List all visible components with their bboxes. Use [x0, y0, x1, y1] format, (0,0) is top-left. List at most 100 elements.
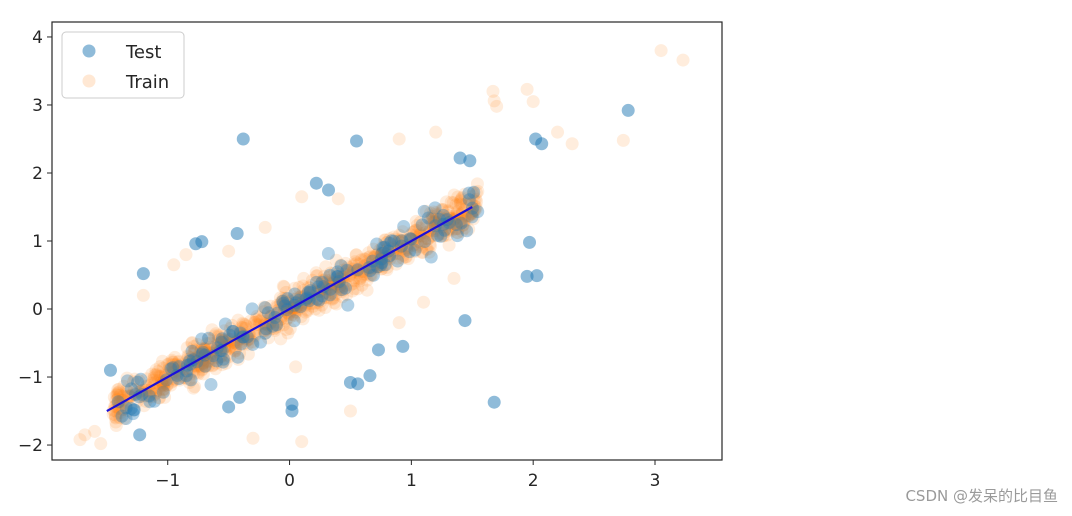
cloud-point: [436, 208, 450, 222]
cloud-point: [329, 253, 343, 267]
cloud-point: [358, 252, 371, 266]
cloud-point: [257, 319, 271, 333]
cloud-point: [368, 250, 382, 264]
test-point: [535, 137, 549, 151]
cloud-point: [339, 278, 353, 292]
train-point: [447, 271, 461, 285]
cloud-point: [291, 290, 304, 304]
cloud-point: [377, 246, 391, 260]
cloud-point: [263, 310, 277, 324]
cloud-point: [441, 205, 455, 219]
cloud-point: [289, 305, 303, 319]
cloud-point: [386, 241, 400, 254]
cloud-point: [323, 282, 337, 296]
cloud-point: [339, 256, 353, 270]
test-point: [236, 132, 250, 146]
cloud-point: [285, 308, 299, 321]
cloud-point: [270, 318, 283, 332]
cloud-point: [236, 316, 250, 330]
cloud-point: [113, 411, 127, 425]
cloud-point: [420, 242, 433, 256]
cloud-point: [209, 356, 223, 370]
test-series: [103, 103, 635, 442]
cloud-point: [149, 384, 163, 398]
cloud-point: [432, 227, 446, 241]
cloud-point: [380, 263, 394, 277]
cloud-point: [415, 245, 429, 259]
cloud-point: [211, 345, 225, 359]
cloud-point: [449, 198, 463, 212]
cloud-point: [382, 250, 396, 264]
test-point: [530, 269, 544, 283]
cloud-point: [161, 378, 174, 392]
cloud-point: [431, 228, 444, 242]
cloud-point: [381, 251, 395, 265]
y-tick-label: 2: [32, 164, 43, 184]
test-point: [487, 395, 501, 409]
cloud-point: [168, 350, 182, 364]
cloud-point: [216, 355, 230, 369]
train-point: [222, 244, 236, 258]
cloud-point: [442, 222, 456, 236]
cloud-point: [206, 358, 220, 372]
cloud-point: [352, 274, 366, 288]
cloud-point: [204, 354, 218, 368]
cloud-point: [111, 383, 125, 397]
cloud-point: [121, 374, 134, 388]
cloud-point: [281, 292, 295, 306]
cloud-point: [333, 283, 347, 297]
cloud-point: [334, 259, 348, 273]
cloud-point: [266, 322, 280, 336]
cloud-point: [417, 204, 431, 218]
cloud-point: [322, 287, 336, 301]
cloud-point: [233, 333, 247, 347]
cloud-point: [360, 273, 374, 287]
cloud-point: [465, 210, 479, 224]
cloud-point: [367, 268, 380, 282]
cloud-point: [469, 192, 483, 206]
cloud-point: [447, 213, 461, 227]
cloud-point: [156, 385, 170, 399]
cloud-point: [458, 187, 472, 201]
cloud-point: [421, 232, 435, 246]
cloud-point: [212, 330, 226, 344]
cloud-point: [131, 375, 145, 389]
cloud-point: [185, 336, 199, 350]
cloud-point: [206, 359, 220, 373]
cloud-point: [229, 344, 243, 358]
cloud-point: [439, 222, 453, 236]
cloud-point: [168, 373, 182, 387]
train-point: [295, 435, 309, 449]
train-point: [289, 360, 303, 374]
cloud-point: [429, 213, 443, 227]
cloud-point: [293, 300, 307, 314]
cloud-point: [383, 232, 397, 246]
cloud-point: [313, 277, 327, 291]
cloud-point: [448, 217, 462, 231]
cloud-point: [198, 342, 212, 356]
cloud-point: [214, 350, 228, 363]
cloud-point: [315, 298, 329, 312]
cloud-point: [179, 371, 193, 385]
cloud-point: [387, 230, 401, 244]
cloud-point: [413, 215, 427, 229]
test-point: [309, 176, 323, 190]
cloud-point: [374, 258, 388, 272]
cloud-point: [414, 236, 428, 250]
cloud-point: [403, 245, 417, 259]
cloud-point: [303, 281, 317, 295]
cloud-point: [340, 288, 354, 301]
cloud-point: [344, 278, 357, 292]
cloud-point: [308, 302, 322, 316]
cloud-point: [276, 294, 290, 308]
cloud-point: [321, 274, 335, 288]
cloud-point: [111, 387, 125, 401]
cloud-point: [317, 276, 330, 290]
cloud-point: [427, 212, 440, 226]
cloud-point: [409, 214, 423, 228]
cloud-point: [261, 318, 275, 332]
cloud-point: [307, 285, 321, 299]
train-point: [78, 428, 92, 442]
cloud-point: [217, 352, 230, 366]
cloud-point: [373, 243, 386, 257]
